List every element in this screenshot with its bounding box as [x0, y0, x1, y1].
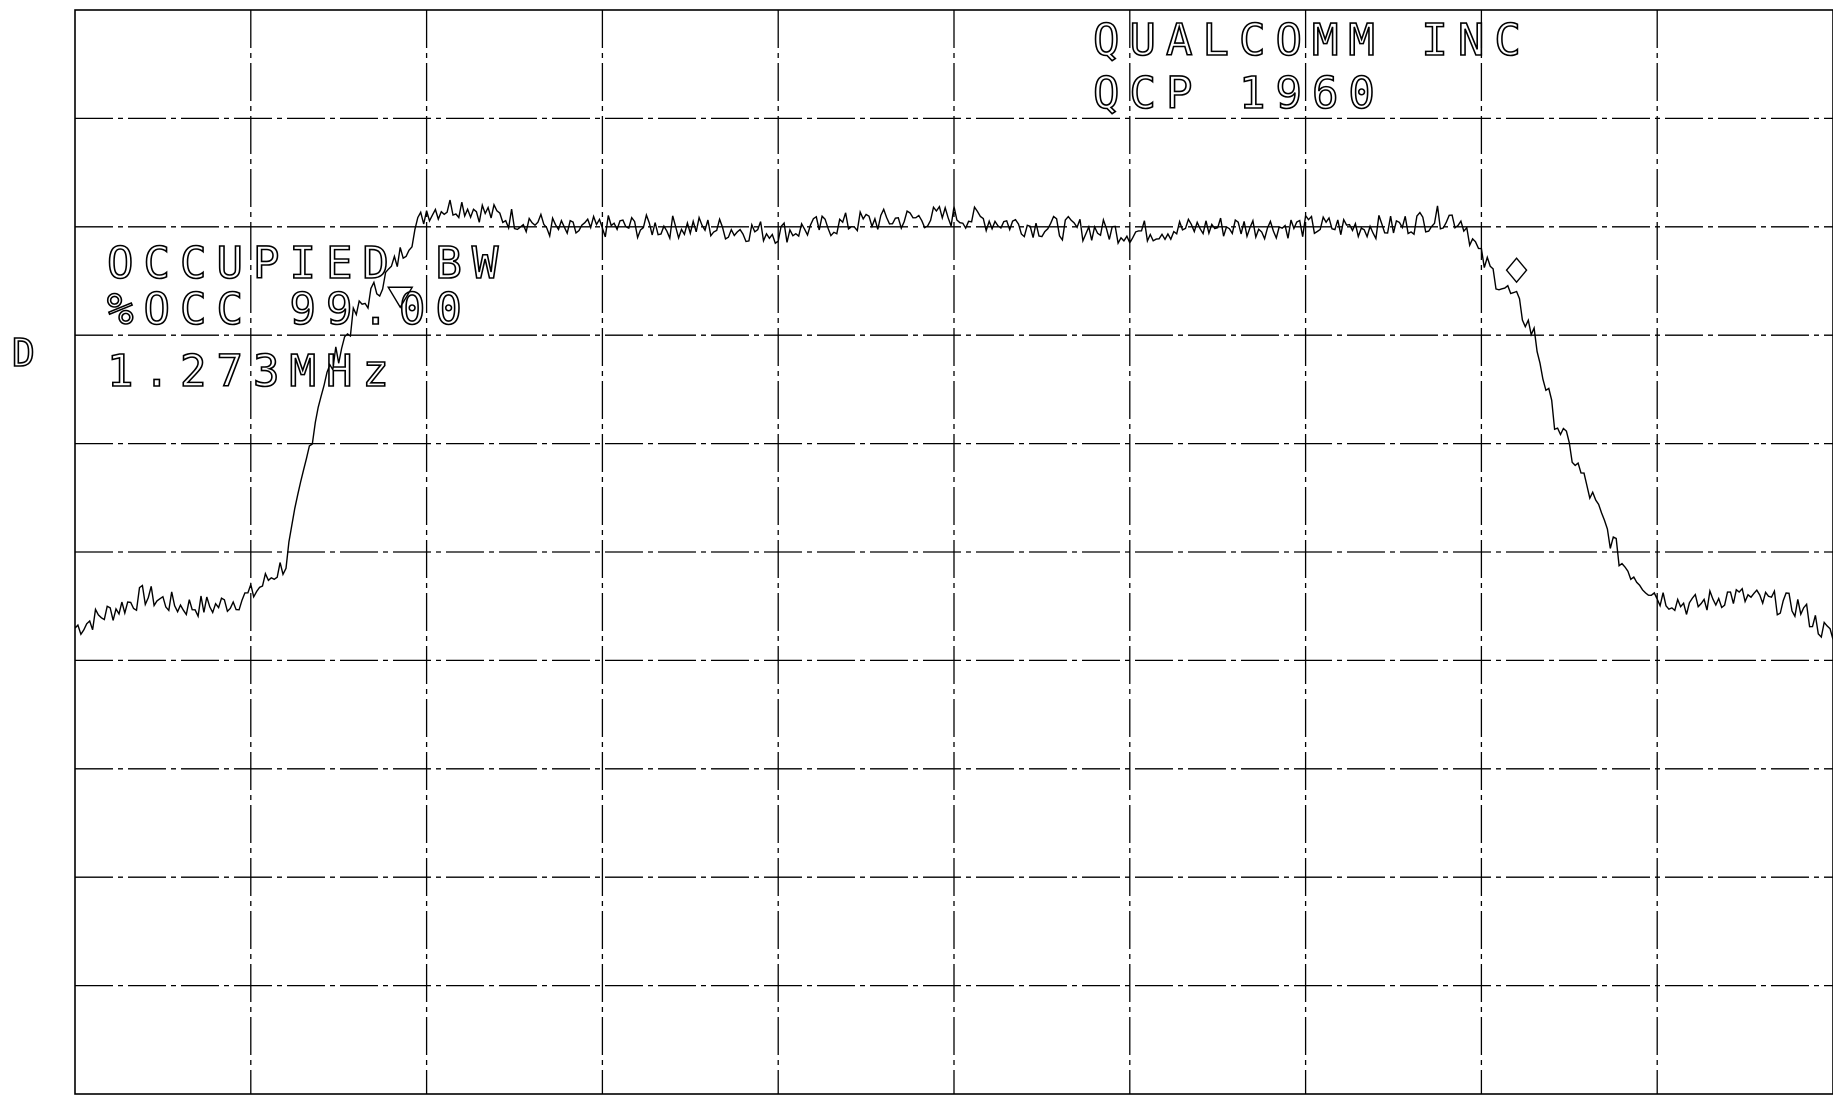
- diamond-marker-icon: [1505, 257, 1528, 284]
- measurement-label: OCCUPIED BW: [107, 238, 508, 289]
- percent-occupied-label: %OCC 99.00: [107, 284, 472, 335]
- company-label: QUALCOMM INC: [1093, 15, 1531, 66]
- triangle-marker-icon: [386, 286, 414, 309]
- model-label: QCP 1960: [1093, 68, 1385, 119]
- spectrum-trace: [74, 199, 1833, 640]
- bandwidth-label: 1.273MHz: [107, 346, 399, 397]
- grid: [75, 10, 1833, 1094]
- side-marker-label: D: [12, 331, 45, 375]
- marker-group: [386, 257, 1528, 309]
